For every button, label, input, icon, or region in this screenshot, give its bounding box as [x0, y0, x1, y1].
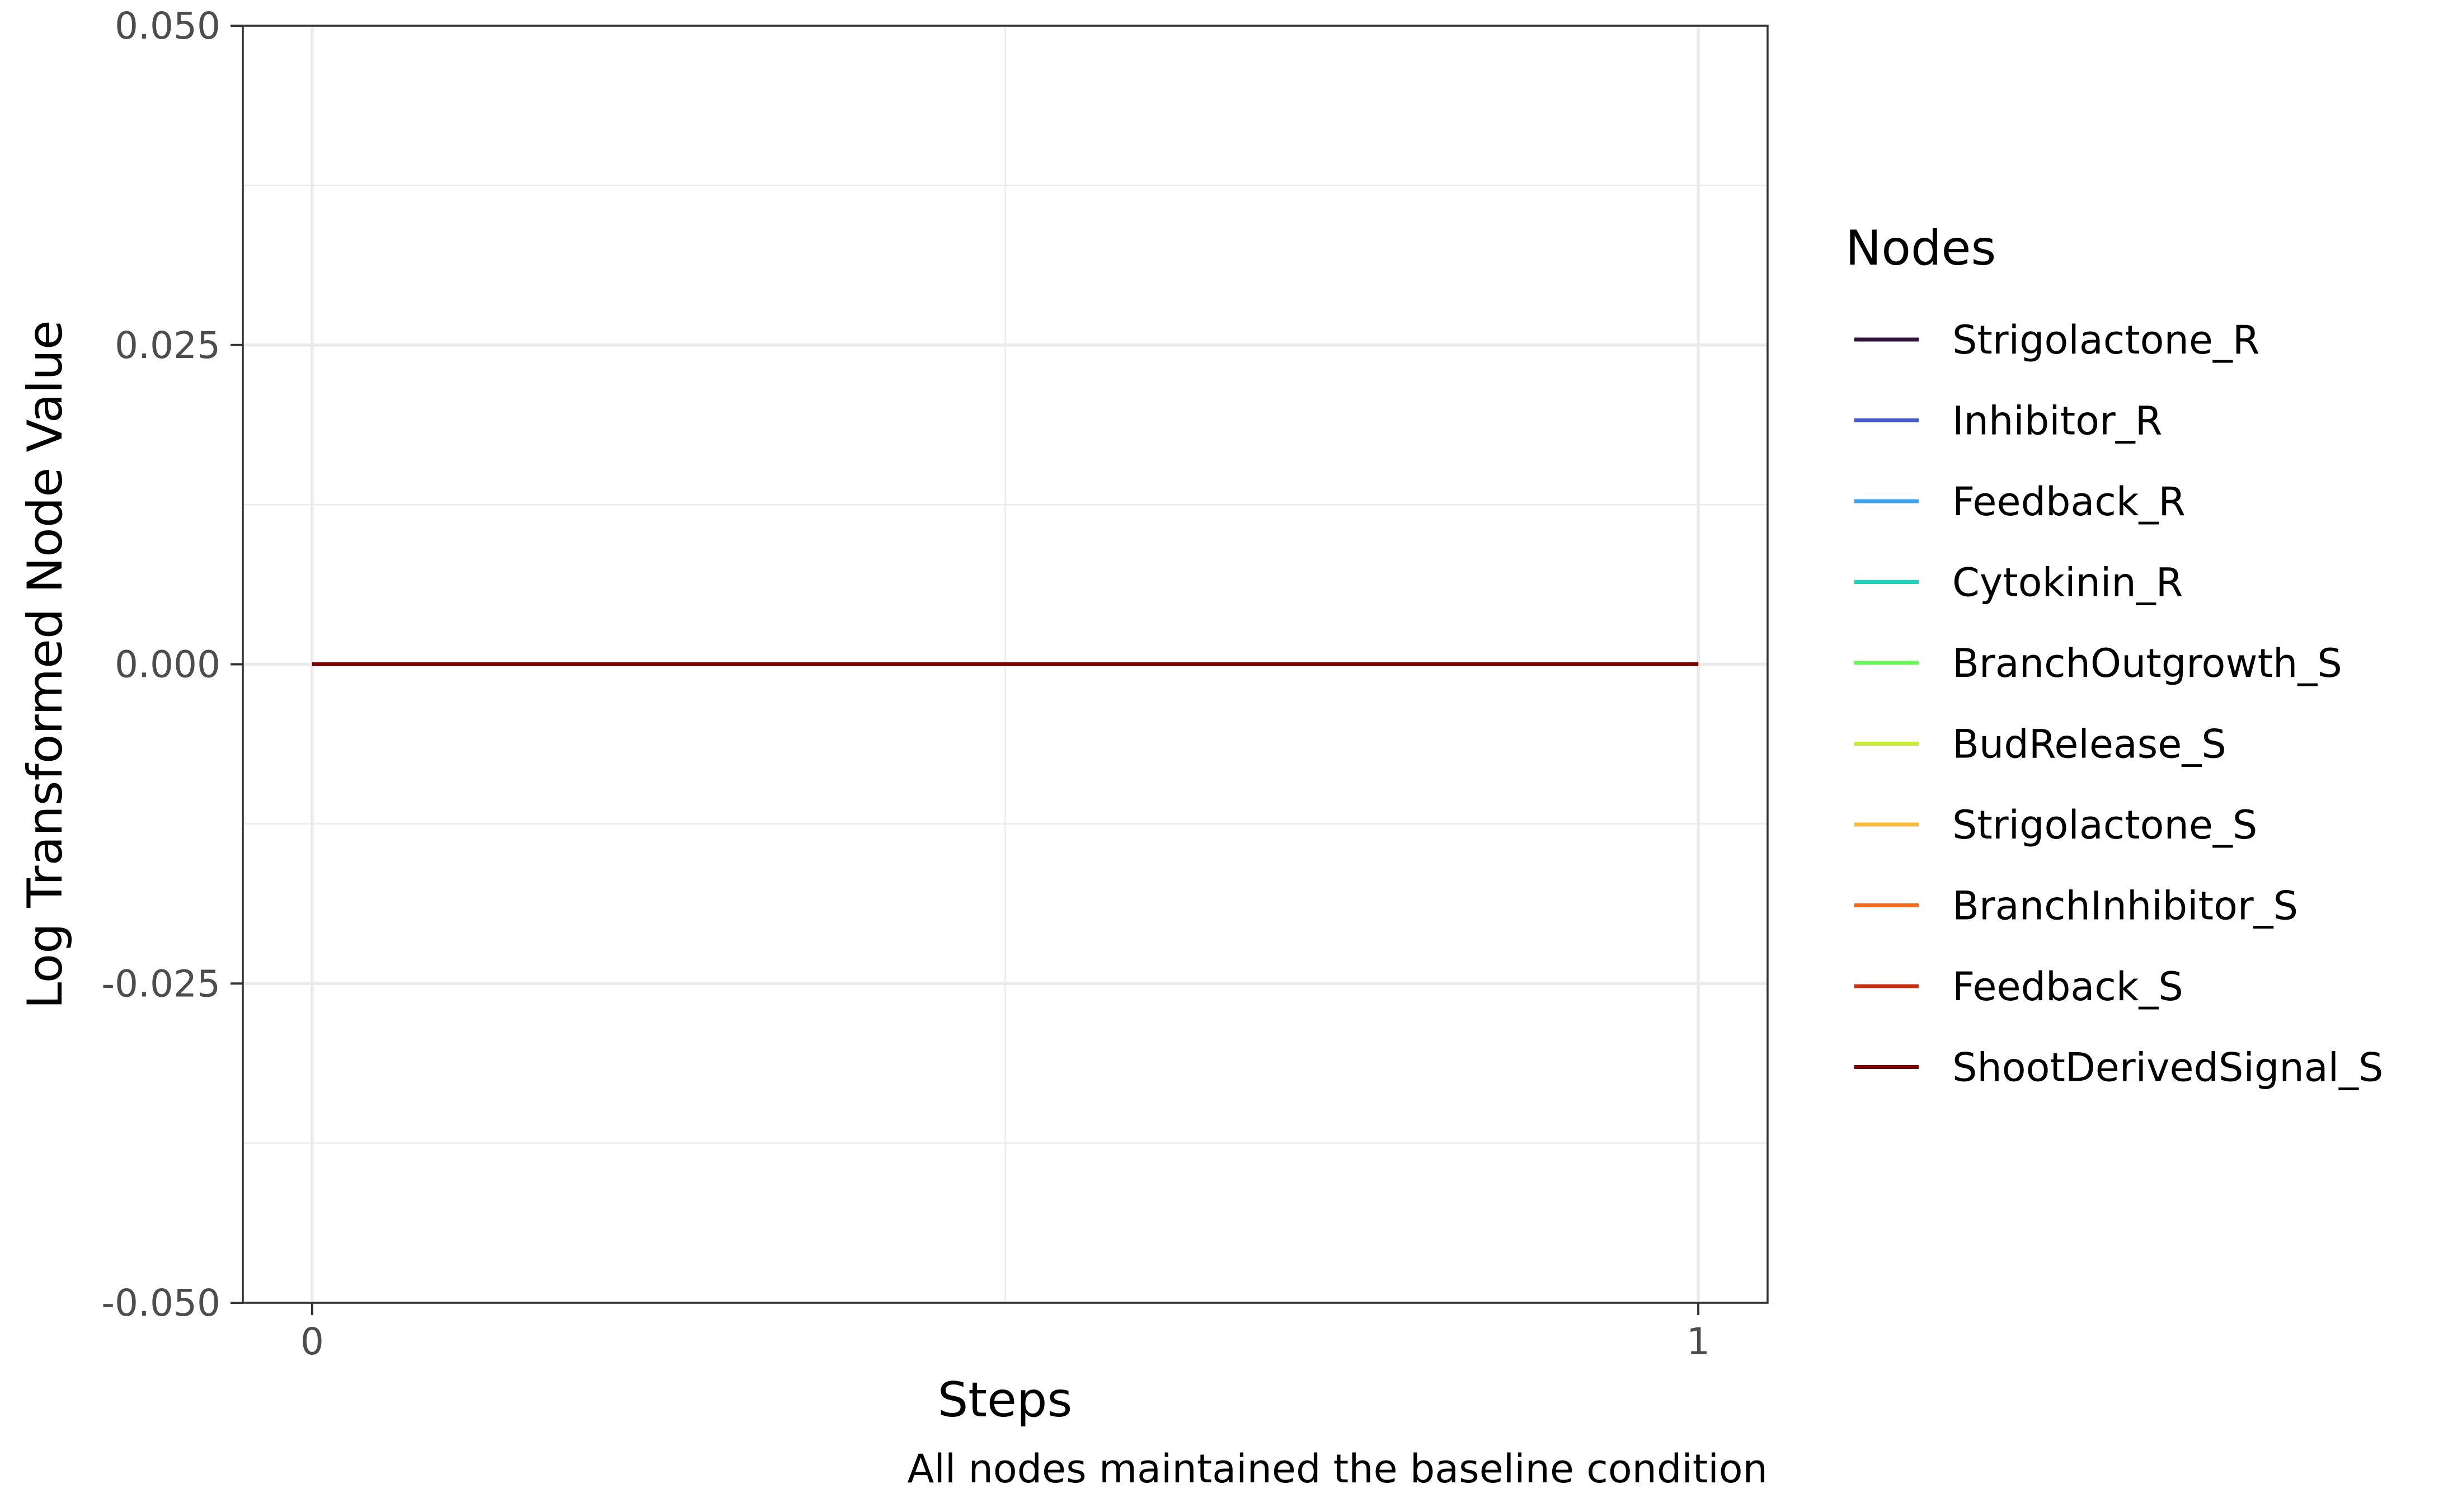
legend: Nodes Strigolactone_R Inhibitor_R Feedback… [1845, 220, 2383, 1091]
legend-label: Feedback_S [1952, 964, 2183, 1010]
y-axis-title: Log Transformed Node Value [17, 320, 73, 1009]
legend-items: Strigolactone_R Inhibitor_R Feedback_R Cyto… [1854, 317, 2383, 1091]
chart-caption: All nodes maintained the baseline condit… [908, 1446, 1768, 1492]
legend-label: BudRelease_S [1952, 722, 2226, 767]
x-tick-label: 0 [300, 1320, 324, 1363]
legend-item: BranchInhibitor_S [1854, 883, 2298, 929]
legend-item: Inhibitor_R [1854, 398, 2162, 444]
y-tick-label: 0.050 [115, 4, 220, 48]
y-tick-label: 0.000 [115, 643, 220, 686]
legend-label: BranchOutgrowth_S [1952, 640, 2342, 686]
y-tick-label: -0.025 [101, 962, 220, 1005]
y-axis: -0.050 -0.025 0.000 0.025 0.050 [101, 4, 243, 1325]
legend-label: Inhibitor_R [1952, 398, 2162, 444]
legend-label: BranchInhibitor_S [1952, 883, 2298, 929]
legend-item: Strigolactone_R [1854, 317, 2260, 363]
y-tick-label: -0.050 [101, 1282, 220, 1325]
legend-label: ShootDerivedSignal_S [1952, 1045, 2383, 1091]
legend-item: Strigolactone_S [1854, 802, 2257, 848]
y-tick-label: 0.025 [115, 324, 220, 367]
legend-label: Strigolactone_S [1952, 802, 2257, 848]
legend-item: ShootDerivedSignal_S [1854, 1045, 2383, 1091]
minor-gridlines [243, 26, 1768, 1303]
x-axis-title: Steps [938, 1372, 1073, 1428]
legend-item: Cytokinin_R [1854, 560, 2183, 606]
legend-item: Feedback_S [1854, 964, 2183, 1010]
legend-item: Feedback_R [1854, 479, 2186, 525]
legend-title: Nodes [1845, 220, 1996, 276]
legend-item: BudRelease_S [1854, 722, 2226, 767]
x-tick-label: 1 [1686, 1320, 1710, 1363]
legend-item: BranchOutgrowth_S [1854, 640, 2342, 686]
legend-label: Feedback_R [1952, 479, 2186, 525]
legend-label: Cytokinin_R [1952, 560, 2183, 606]
legend-label: Strigolactone_R [1952, 317, 2260, 363]
